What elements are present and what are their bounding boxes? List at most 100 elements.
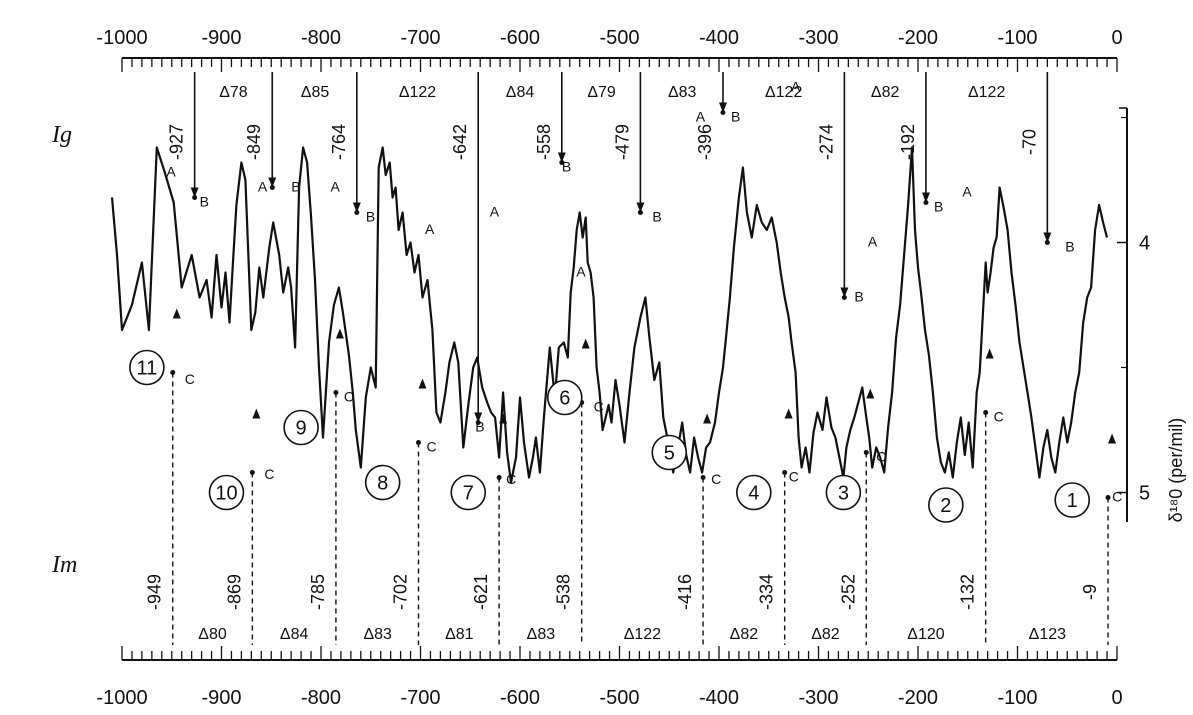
im-marker-dot [863,450,869,455]
ig-marker-arrow [840,287,849,298]
ig-marker-label: -192 [898,124,918,160]
top-tick-label: -800 [301,27,341,49]
ig-delta-label: Δ85 [301,84,330,101]
top-tick-label: -600 [500,27,540,49]
rise-arrow [985,348,994,359]
point-labels: A B C A B C A B C A B C A B C A B C A B C A B C A B C A B C C [166,79,1122,505]
im-marker-dot [249,470,255,475]
ig-delta-label: Δ122 [968,84,1005,101]
point-label: A [868,234,878,250]
point-label: C [185,371,195,387]
ig-marker-dot [637,210,643,215]
point-label: A [490,204,500,220]
point-label: B [200,194,209,210]
point-label: A [576,264,586,280]
rise-arrow [418,378,427,389]
im-marker-label: -132 [958,574,978,610]
bottom-tick-label: -500 [599,687,639,709]
rise-arrow [703,413,712,424]
cycle-label: 9 [296,418,307,440]
bottom-tick-label: -300 [798,687,838,709]
ig-marker-dot [923,200,929,205]
im-marker-label: -416 [675,574,695,610]
ig-marker-dot [475,420,481,425]
ig-delta-label: Δ84 [506,84,535,101]
cycle-label: 10 [215,483,237,505]
cycle-label: 7 [463,483,474,505]
ig-marker-arrow [268,177,277,188]
point-label: B [854,289,863,305]
rise-arrow [335,328,344,339]
cycle-circle [208,474,245,511]
ig-marker-dot [720,110,726,115]
bottom-tick-label: -100 [997,687,1037,709]
bottom-tick-label: -200 [898,687,938,709]
ig-marker-label: -849 [244,124,264,160]
ig-marker-label: -274 [816,124,836,160]
im-delta-label: Δ120 [907,626,944,643]
point-label: C [594,399,604,415]
point-label: A [425,221,435,237]
im-marker-label: -869 [224,574,244,610]
im-marker-label: -9 [1080,584,1100,600]
ig-marker-label: -396 [695,124,715,160]
point-label: C [789,469,799,485]
event-markers: -927 -849 -764 -642 -558 -479 -396 -274 -192 -70-… [145,72,1111,645]
series [110,146,1117,484]
cycle-label: 8 [377,473,388,495]
im-marker-label: -621 [471,574,491,610]
point-label: B [1065,239,1074,255]
ig-marker-label: -70 [1019,129,1039,155]
point-label: B [652,209,661,225]
series-line [110,146,1109,484]
ig-marker-dot [559,160,565,165]
delta-labels: Δ78 Δ85 Δ122 Δ84 Δ79 Δ83 Δ122 Δ82 Δ122 Δ80 Δ84 Δ83 Δ… [198,84,1066,643]
point-label: B [291,179,300,195]
point-label: A [331,179,341,195]
cycle-label: 1 [1067,490,1078,512]
cycle-label: 3 [838,483,849,505]
point-label: B [731,109,740,125]
im-marker-label: -538 [554,574,574,610]
cycle-label: 5 [664,443,675,465]
point-label: C [994,409,1004,425]
rise-arrow [499,413,508,424]
im-marker-dot [782,470,788,475]
ig-marker-arrow [1043,232,1052,243]
cycle-circle [928,487,964,523]
bottom-tick-label: -800 [301,687,341,709]
im-delta-label: Δ82 [811,626,840,643]
ig-marker-arrow [718,102,727,113]
im-delta-label: Δ83 [527,626,556,643]
ig-marker-arrow [474,412,483,423]
bottom-tick-label: -1000 [96,687,147,709]
top-tick-label: -900 [201,27,241,49]
cycle-label: 6 [559,388,570,410]
im-delta-label: Δ83 [363,626,392,643]
point-label: C [344,389,354,405]
ig-marker-label: -927 [167,124,187,160]
im-delta-label: Δ81 [445,626,474,643]
ig-marker-label: -764 [329,124,349,160]
top-tick-label: 0 [1111,27,1122,49]
cycle-circle [364,464,401,501]
ig-delta-label: Δ122 [765,84,802,101]
cycle-circle [450,474,487,511]
ig-marker-dot [354,210,360,215]
ig-marker-dot [841,295,847,300]
ig-marker-label: -479 [612,124,632,160]
im-delta-label: Δ82 [730,626,759,643]
cycle-circle [283,409,319,446]
rise-arrow [252,408,261,419]
top-tick-label: -300 [798,27,838,49]
im-delta-label: Δ123 [1029,626,1066,643]
point-label: A [696,109,706,125]
bottom-label: Im [51,552,77,578]
cycle-label: 4 [748,483,759,505]
ig-delta-label: Δ78 [219,84,248,101]
im-delta-label: Δ84 [280,626,309,643]
im-marker-label: -702 [391,574,411,610]
top-label: Ig [51,122,72,148]
im-marker-dot [700,475,706,480]
